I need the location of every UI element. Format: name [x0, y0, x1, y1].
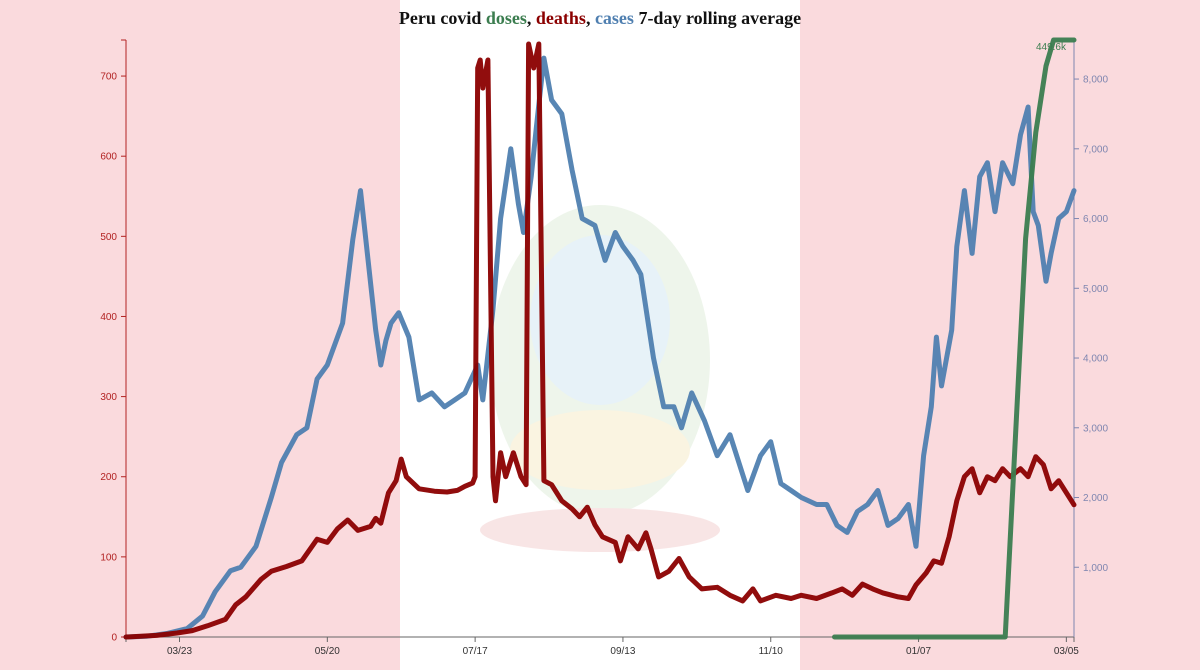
flag-red-band-right [800, 0, 1200, 670]
left-axis-tick-label: 700 [100, 72, 117, 83]
title-prefix: Peru covid [398, 8, 486, 28]
x-axis-tick-label: 11/10 [759, 646, 784, 657]
doses-max-label: 449.6k [1036, 42, 1067, 53]
left-axis-tick-label: 600 [100, 152, 117, 163]
title-doses: doses [485, 8, 527, 28]
right-axis-tick-label: 4,000 [1083, 354, 1108, 365]
right-axis-tick-label: 3,000 [1083, 423, 1108, 434]
right-axis-tick-label: 6,000 [1083, 214, 1108, 225]
x-axis-tick-label: 07/17 [463, 646, 488, 657]
series-line-doses [832, 37, 1077, 640]
title-deaths: deaths [535, 8, 586, 28]
x-axis-tick-label: 01/07 [906, 646, 931, 657]
left-axis-tick-label: 200 [100, 472, 117, 483]
left-axis-tick-label: 400 [100, 312, 117, 323]
right-axis-tick-label: 8,000 [1083, 75, 1108, 86]
series-line-cases [123, 55, 1077, 640]
x-axis-tick-label: 09/13 [610, 646, 635, 657]
right-axis-tick-label: 2,000 [1083, 493, 1108, 504]
title-cases: cases [594, 8, 634, 28]
emblem-shield [530, 235, 670, 405]
title-sep2: , [585, 8, 595, 28]
x-axis-tick-label: 03/23 [167, 646, 192, 657]
emblem-cornucopia [510, 410, 690, 490]
left-axis-tick-label: 100 [100, 552, 117, 563]
series-line-deaths [123, 41, 1077, 640]
x-axis-tick-label: 03/05 [1054, 646, 1079, 657]
flag-red-band-left [0, 0, 400, 670]
left-axis-tick-label: 500 [100, 232, 117, 243]
right-axis-tick-label: 5,000 [1083, 284, 1108, 295]
chart-title: Peru covid doses, deaths, cases 7-day ro… [0, 8, 1200, 29]
right-axis-tick-label: 7,000 [1083, 144, 1108, 155]
x-axis-tick-label: 05/20 [315, 646, 340, 657]
right-axis-tick-label: 1,000 [1083, 563, 1108, 574]
left-axis-tick-label: 0 [111, 633, 117, 644]
title-sep1: , [526, 8, 536, 28]
title-suffix: 7-day rolling average [633, 8, 802, 28]
left-axis-tick-label: 300 [100, 392, 117, 403]
